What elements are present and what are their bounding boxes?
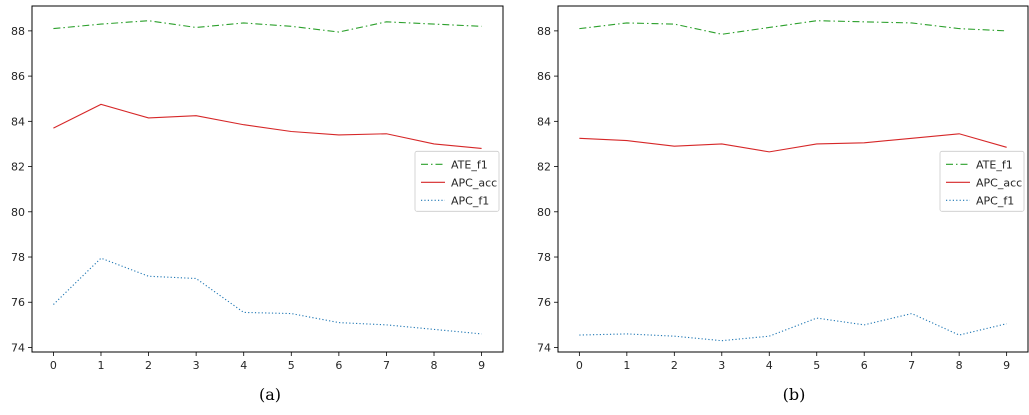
y-tick-label: 86 (11, 70, 25, 83)
series-line-ate-f1 (53, 20, 482, 33)
x-tick-label: 9 (1003, 359, 1010, 372)
chart-panel-a: 0 1 2 3 4 5 6 7 8 97476788082848688ATE_f1APC_accA… (11, 5, 504, 404)
x-tick-label: 4 (766, 359, 773, 372)
axes-frame (557, 5, 1029, 353)
x-tick-label: 9 (478, 359, 485, 372)
x-tick-label: 0 (576, 359, 583, 372)
y-tick-label: 88 (11, 25, 25, 38)
x-tick-label: 6 (335, 359, 342, 372)
series-line-ate-f1 (579, 20, 1007, 35)
panel-caption: (a) (259, 385, 281, 404)
x-tick-label: 7 (383, 359, 390, 372)
x-tick-label: 2 (671, 359, 678, 372)
y-tick-label: 88 (537, 25, 551, 38)
legend-label: APC_f1 (451, 194, 489, 207)
x-tick-label: 4 (240, 359, 247, 372)
series-line-apc-acc (579, 133, 1007, 153)
series-line-apc-acc (53, 103, 482, 150)
y-tick-label: 84 (537, 115, 551, 128)
x-tick-label: 8 (956, 359, 963, 372)
legend-label: APC_acc (451, 176, 497, 189)
legend: ATE_f1 APC_acc APC_f1 (414, 150, 500, 212)
x-tick-label: 7 (908, 359, 915, 372)
axes-frame (31, 5, 504, 353)
x-tick-label: 2 (145, 359, 152, 372)
y-tick-label: 80 (537, 206, 551, 219)
series-line-apc-f1 (53, 257, 482, 335)
x-tick-label: 3 (193, 359, 200, 372)
x-tick-label: 1 (623, 359, 630, 372)
x-tick-label: 1 (97, 359, 104, 372)
x-tick-label: 8 (431, 359, 438, 372)
y-tick-label: 76 (537, 296, 551, 309)
legend-label: APC_f1 (976, 194, 1014, 207)
y-tick-label: 74 (537, 341, 551, 354)
y-tick-label: 80 (11, 206, 25, 219)
y-tick-label: 78 (537, 251, 551, 264)
legend-box (414, 150, 500, 212)
y-tick-label: 78 (11, 251, 25, 264)
legend-label: ATE_f1 (976, 158, 1013, 171)
chart-panel-b: 0 1 2 3 4 5 6 7 8 97476788082848688ATE_f1APC_accA… (537, 5, 1029, 404)
legend: ATE_f1 APC_acc APC_f1 (939, 150, 1025, 212)
y-tick-label: 76 (11, 296, 25, 309)
legend-label: ATE_f1 (451, 158, 488, 171)
panel-caption: (b) (783, 385, 806, 404)
x-tick-label: 3 (718, 359, 725, 372)
y-tick-label: 82 (11, 161, 25, 174)
series-line-apc-f1 (579, 312, 1007, 342)
y-tick-label: 84 (11, 115, 25, 128)
x-tick-label: 6 (861, 359, 868, 372)
legend-box (939, 150, 1025, 212)
y-tick-label: 86 (537, 70, 551, 83)
x-tick-label: 5 (288, 359, 295, 372)
y-tick-label: 74 (11, 341, 25, 354)
y-tick-label: 82 (537, 161, 551, 174)
x-tick-label: 0 (50, 359, 57, 372)
x-tick-label: 5 (813, 359, 820, 372)
legend-label: APC_acc (976, 176, 1022, 189)
